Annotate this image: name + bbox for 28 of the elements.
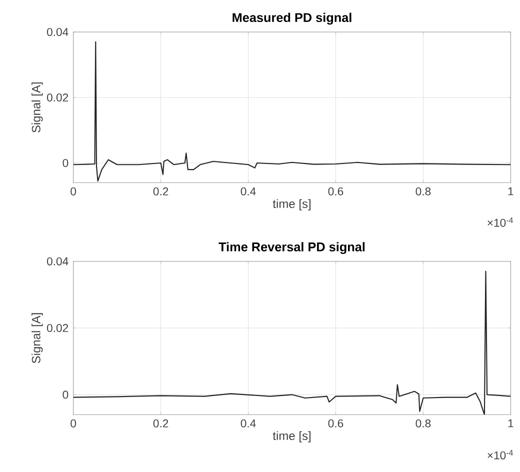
line-series: [73, 41, 511, 182]
text: ×10$^{-4}$: [488, 218, 513, 227]
x-tick-label: 0.6: [328, 419, 344, 428]
x-tick-label: 0: [70, 187, 76, 196]
x-tick-label: 1: [508, 419, 514, 428]
y-tick-label: 0: [62, 159, 68, 168]
x-tick-label: 1: [508, 187, 514, 196]
y-tick-label: 0.02: [47, 324, 68, 332]
x-tick-label: 0.6: [328, 187, 344, 196]
chart-title: Time Reversal PD signal: [218, 242, 365, 254]
x-tick-label: 0.2: [153, 187, 168, 196]
x-tick-label: 0.4: [240, 419, 256, 428]
y-tick-label: 0.04: [47, 28, 68, 36]
chart-title: Measured PD signal: [232, 12, 352, 25]
x-tick-label: 0.2: [153, 419, 168, 428]
y-axis-title: Signal [A]: [32, 82, 43, 132]
line-series: [73, 270, 511, 415]
y-tick-label: 0.02: [47, 94, 68, 102]
y-axis-title: Signal [A]: [32, 313, 43, 364]
y-tick-label: 0: [62, 390, 68, 399]
x-tick-label: 0.4: [240, 187, 256, 196]
x-tick-label: 0.8: [416, 419, 431, 428]
x-axis-title: time [s]: [272, 199, 310, 210]
x-tick-label: 0.8: [416, 187, 431, 196]
x-tick-label: 0: [70, 419, 76, 428]
y-tick-label: 0.04: [47, 257, 68, 266]
text: ×10$^{-4}$: [488, 450, 513, 460]
x-axis-title: time [s]: [272, 431, 310, 442]
